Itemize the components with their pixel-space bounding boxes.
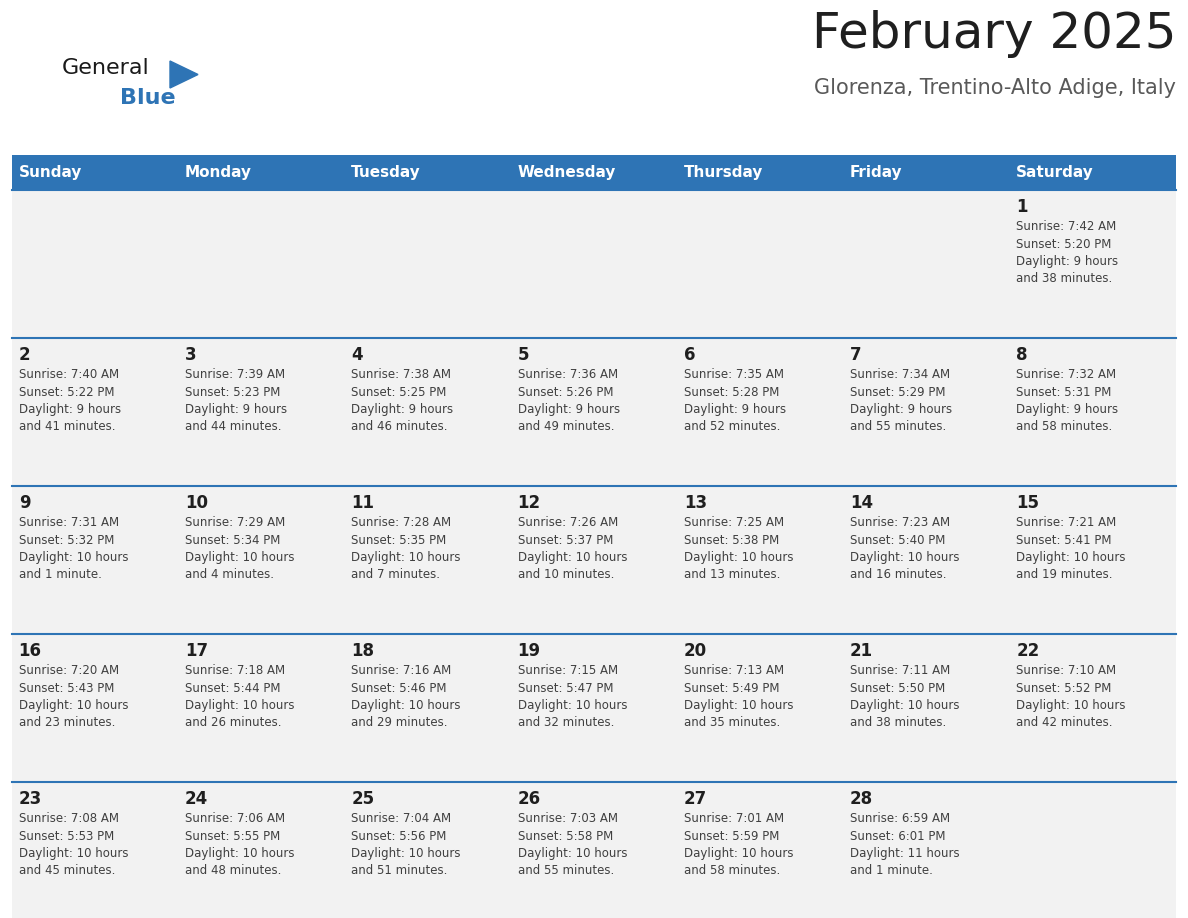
Text: Sunrise: 7:11 AM
Sunset: 5:50 PM
Daylight: 10 hours
and 38 minutes.: Sunrise: 7:11 AM Sunset: 5:50 PM Dayligh… [851, 664, 960, 730]
Text: Sunrise: 7:39 AM
Sunset: 5:23 PM
Daylight: 9 hours
and 44 minutes.: Sunrise: 7:39 AM Sunset: 5:23 PM Dayligh… [185, 368, 287, 433]
Text: 25: 25 [352, 790, 374, 808]
Bar [345, 155, 511, 190]
Text: 16: 16 [19, 642, 42, 660]
Text: Sunrise: 7:42 AM
Sunset: 5:20 PM
Daylight: 9 hours
and 38 minutes.: Sunrise: 7:42 AM Sunset: 5:20 PM Dayligh… [1017, 220, 1118, 285]
Text: 12: 12 [518, 494, 541, 512]
Bar [178, 155, 345, 190]
Text: Sunrise: 7:04 AM
Sunset: 5:56 PM
Daylight: 10 hours
and 51 minutes.: Sunrise: 7:04 AM Sunset: 5:56 PM Dayligh… [352, 812, 461, 878]
Text: Sunrise: 7:13 AM
Sunset: 5:49 PM
Daylight: 10 hours
and 35 minutes.: Sunrise: 7:13 AM Sunset: 5:49 PM Dayligh… [684, 664, 794, 730]
Text: Sunrise: 7:29 AM
Sunset: 5:34 PM
Daylight: 10 hours
and 4 minutes.: Sunrise: 7:29 AM Sunset: 5:34 PM Dayligh… [185, 516, 295, 581]
Text: Sunrise: 7:28 AM
Sunset: 5:35 PM
Daylight: 10 hours
and 7 minutes.: Sunrise: 7:28 AM Sunset: 5:35 PM Dayligh… [352, 516, 461, 581]
Text: Wednesday: Wednesday [518, 165, 615, 180]
Text: 17: 17 [185, 642, 208, 660]
Text: 4: 4 [352, 346, 362, 364]
Text: Sunrise: 7:01 AM
Sunset: 5:59 PM
Daylight: 10 hours
and 58 minutes.: Sunrise: 7:01 AM Sunset: 5:59 PM Dayligh… [684, 812, 794, 878]
Text: Sunrise: 7:25 AM
Sunset: 5:38 PM
Daylight: 10 hours
and 13 minutes.: Sunrise: 7:25 AM Sunset: 5:38 PM Dayligh… [684, 516, 794, 581]
Bar [12, 782, 1176, 918]
Text: 14: 14 [851, 494, 873, 512]
Text: Tuesday: Tuesday [352, 165, 421, 180]
Text: Sunrise: 7:10 AM
Sunset: 5:52 PM
Daylight: 10 hours
and 42 minutes.: Sunrise: 7:10 AM Sunset: 5:52 PM Dayligh… [1017, 664, 1126, 730]
Text: Sunrise: 6:59 AM
Sunset: 6:01 PM
Daylight: 11 hours
and 1 minute.: Sunrise: 6:59 AM Sunset: 6:01 PM Dayligh… [851, 812, 960, 878]
Text: 8: 8 [1017, 346, 1028, 364]
Text: 21: 21 [851, 642, 873, 660]
Text: 1: 1 [1017, 198, 1028, 216]
Text: General: General [62, 58, 150, 78]
Text: 13: 13 [684, 494, 707, 512]
Text: Saturday: Saturday [1017, 165, 1094, 180]
Text: Sunrise: 7:36 AM
Sunset: 5:26 PM
Daylight: 9 hours
and 49 minutes.: Sunrise: 7:36 AM Sunset: 5:26 PM Dayligh… [518, 368, 620, 433]
Bar [12, 155, 178, 190]
Bar [12, 486, 1176, 634]
Text: Sunrise: 7:18 AM
Sunset: 5:44 PM
Daylight: 10 hours
and 26 minutes.: Sunrise: 7:18 AM Sunset: 5:44 PM Dayligh… [185, 664, 295, 730]
Text: 19: 19 [518, 642, 541, 660]
Text: 27: 27 [684, 790, 707, 808]
Text: 2: 2 [19, 346, 30, 364]
Text: 28: 28 [851, 790, 873, 808]
Text: February 2025: February 2025 [811, 10, 1176, 58]
Text: 15: 15 [1017, 494, 1040, 512]
Text: Sunday: Sunday [19, 165, 82, 180]
Text: Sunrise: 7:21 AM
Sunset: 5:41 PM
Daylight: 10 hours
and 19 minutes.: Sunrise: 7:21 AM Sunset: 5:41 PM Dayligh… [1017, 516, 1126, 581]
Bar [511, 155, 677, 190]
Bar [12, 634, 1176, 782]
Text: 3: 3 [185, 346, 196, 364]
Bar [12, 338, 1176, 486]
Text: Sunrise: 7:06 AM
Sunset: 5:55 PM
Daylight: 10 hours
and 48 minutes.: Sunrise: 7:06 AM Sunset: 5:55 PM Dayligh… [185, 812, 295, 878]
Text: Sunrise: 7:26 AM
Sunset: 5:37 PM
Daylight: 10 hours
and 10 minutes.: Sunrise: 7:26 AM Sunset: 5:37 PM Dayligh… [518, 516, 627, 581]
Text: Sunrise: 7:03 AM
Sunset: 5:58 PM
Daylight: 10 hours
and 55 minutes.: Sunrise: 7:03 AM Sunset: 5:58 PM Dayligh… [518, 812, 627, 878]
Text: 11: 11 [352, 494, 374, 512]
Text: Sunrise: 7:32 AM
Sunset: 5:31 PM
Daylight: 9 hours
and 58 minutes.: Sunrise: 7:32 AM Sunset: 5:31 PM Dayligh… [1017, 368, 1118, 433]
Text: 24: 24 [185, 790, 208, 808]
Text: Blue: Blue [120, 88, 176, 108]
Text: 6: 6 [684, 346, 695, 364]
Text: Glorenza, Trentino-Alto Adige, Italy: Glorenza, Trentino-Alto Adige, Italy [814, 78, 1176, 98]
Text: 26: 26 [518, 790, 541, 808]
Bar [1010, 155, 1176, 190]
Text: Sunrise: 7:35 AM
Sunset: 5:28 PM
Daylight: 9 hours
and 52 minutes.: Sunrise: 7:35 AM Sunset: 5:28 PM Dayligh… [684, 368, 786, 433]
Text: Sunrise: 7:40 AM
Sunset: 5:22 PM
Daylight: 9 hours
and 41 minutes.: Sunrise: 7:40 AM Sunset: 5:22 PM Dayligh… [19, 368, 121, 433]
Text: 7: 7 [851, 346, 861, 364]
Text: 5: 5 [518, 346, 529, 364]
Text: Thursday: Thursday [684, 165, 763, 180]
Bar [843, 155, 1010, 190]
Text: Sunrise: 7:34 AM
Sunset: 5:29 PM
Daylight: 9 hours
and 55 minutes.: Sunrise: 7:34 AM Sunset: 5:29 PM Dayligh… [851, 368, 953, 433]
Polygon shape [170, 61, 198, 88]
Text: 23: 23 [19, 790, 42, 808]
Text: 9: 9 [19, 494, 30, 512]
Text: 20: 20 [684, 642, 707, 660]
Text: Sunrise: 7:23 AM
Sunset: 5:40 PM
Daylight: 10 hours
and 16 minutes.: Sunrise: 7:23 AM Sunset: 5:40 PM Dayligh… [851, 516, 960, 581]
Text: Sunrise: 7:31 AM
Sunset: 5:32 PM
Daylight: 10 hours
and 1 minute.: Sunrise: 7:31 AM Sunset: 5:32 PM Dayligh… [19, 516, 128, 581]
Text: 22: 22 [1017, 642, 1040, 660]
Text: Sunrise: 7:16 AM
Sunset: 5:46 PM
Daylight: 10 hours
and 29 minutes.: Sunrise: 7:16 AM Sunset: 5:46 PM Dayligh… [352, 664, 461, 730]
Bar [12, 190, 1176, 338]
Text: Sunrise: 7:20 AM
Sunset: 5:43 PM
Daylight: 10 hours
and 23 minutes.: Sunrise: 7:20 AM Sunset: 5:43 PM Dayligh… [19, 664, 128, 730]
Bar [677, 155, 843, 190]
Text: Sunrise: 7:15 AM
Sunset: 5:47 PM
Daylight: 10 hours
and 32 minutes.: Sunrise: 7:15 AM Sunset: 5:47 PM Dayligh… [518, 664, 627, 730]
Text: Sunrise: 7:38 AM
Sunset: 5:25 PM
Daylight: 9 hours
and 46 minutes.: Sunrise: 7:38 AM Sunset: 5:25 PM Dayligh… [352, 368, 454, 433]
Text: Friday: Friday [851, 165, 903, 180]
Text: Monday: Monday [185, 165, 252, 180]
Text: Sunrise: 7:08 AM
Sunset: 5:53 PM
Daylight: 10 hours
and 45 minutes.: Sunrise: 7:08 AM Sunset: 5:53 PM Dayligh… [19, 812, 128, 878]
Text: 10: 10 [185, 494, 208, 512]
Text: 18: 18 [352, 642, 374, 660]
